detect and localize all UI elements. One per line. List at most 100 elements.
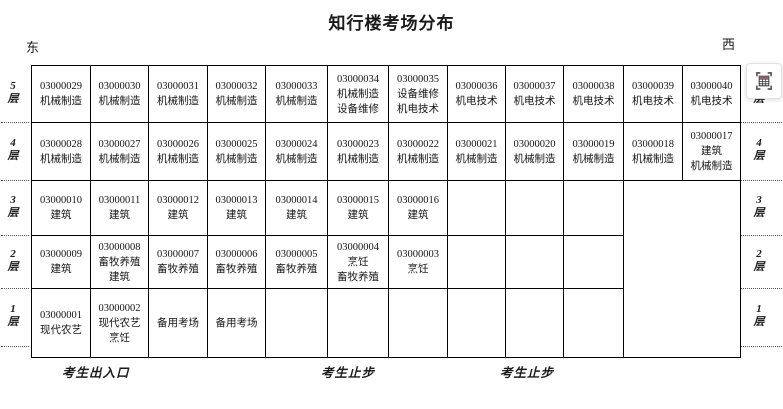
cell-line: 03000040 xyxy=(690,81,733,92)
cell-line: 建筑 xyxy=(109,271,130,283)
floor-strip-separator xyxy=(1,346,29,347)
floor-strip-separator xyxy=(741,122,782,123)
exam-room-cell: 03000018 机械制造 xyxy=(623,122,683,181)
floor-4-row: 03000028 机械制造 03000027 机械制造 03000026 机械制造 0300… xyxy=(31,122,741,181)
cell-line: 03000006 xyxy=(215,249,258,260)
cell-line: 机械制造 xyxy=(690,161,733,172)
cell-line: 机械制造 xyxy=(632,153,674,165)
cell-line: 03000019 xyxy=(572,138,615,150)
cell-line: 建筑 xyxy=(167,210,189,221)
cell-line: 03000034 xyxy=(337,73,379,85)
empty-cell xyxy=(505,235,564,289)
direction-label-west: 西 xyxy=(722,37,736,52)
cell-line: 03000011 xyxy=(98,195,141,206)
cell-line: 机电技术 xyxy=(397,103,439,115)
floor-suffix: 层 xyxy=(753,316,765,328)
cell-line: 设备维修 xyxy=(397,88,439,100)
exam-room-table: 03000029 机械制造 03000030 机械制造 03000031 机械制造 0300… xyxy=(31,65,741,358)
empty-cell xyxy=(327,288,389,358)
cell-line: 机械制造 xyxy=(215,96,258,107)
exam-room-cell: 03000021 机械制造 xyxy=(447,122,506,181)
cell-line: 建筑 xyxy=(226,210,247,221)
floor-1-row: 03000001 现代农艺 03000002 现代农艺 烹饪 备用考场 备用考场 xyxy=(31,288,741,358)
empty-cell xyxy=(563,288,624,358)
cell-line: 03000035 xyxy=(397,73,439,85)
exam-room-cell: 03000011 建筑 xyxy=(90,180,149,236)
floor-number: 1 xyxy=(10,303,16,315)
cell-line: 备用考场 xyxy=(215,317,258,329)
floor-number: 4 xyxy=(756,137,762,149)
exam-room-cell: 03000029 机械制造 xyxy=(31,65,91,123)
cell-line: 03000012 xyxy=(157,195,199,206)
cell-line: 建筑 xyxy=(286,210,307,221)
cell-line: 机电技术 xyxy=(572,96,615,107)
exam-room-cell: 03000036 机电技术 xyxy=(447,65,506,123)
exam-room-cell: 03000038 机电技术 xyxy=(563,65,624,123)
exam-room-cell: 03000004 烹饪 畜牧养殖 xyxy=(327,235,389,289)
exam-room-cell: 03000023 机械制造 xyxy=(327,122,389,181)
empty-cell xyxy=(563,180,624,236)
floor-strip-separator xyxy=(1,235,29,236)
floor-2-row: 03000009 建筑 03000008 畜牧养殖 建筑 03000007 畜牧养殖 0300… xyxy=(31,235,741,289)
cell-line: 03000033 xyxy=(275,81,318,92)
cell-line: 03000038 xyxy=(572,81,615,92)
exam-room-cell: 03000005 畜牧养殖 xyxy=(265,235,328,289)
cell-line: 机械制造 xyxy=(215,153,258,165)
cell-line: 机电技术 xyxy=(455,96,498,107)
empty-cell xyxy=(563,235,624,289)
floor-strip-separator xyxy=(1,288,29,289)
empty-cell xyxy=(388,288,448,358)
exam-room-cell: 03000040 机电技术 xyxy=(682,65,741,123)
entrance-label: 考生出入口 xyxy=(62,366,130,380)
floor-strip-separator xyxy=(741,288,782,289)
floor-suffix: 层 xyxy=(753,206,765,219)
cell-line: 03000020 xyxy=(513,138,556,150)
floor-suffix: 层 xyxy=(753,150,765,162)
cell-line: 机械制造 xyxy=(40,96,82,107)
exam-room-cell: 03000031 机械制造 xyxy=(148,65,208,123)
cell-line: 03000024 xyxy=(275,138,318,150)
exam-room-cell: 备用考场 xyxy=(148,288,208,358)
cell-line: 03000022 xyxy=(397,138,439,150)
cell-line: 畜牧养殖 xyxy=(98,256,141,268)
exam-room-cell: 03000039 机电技术 xyxy=(623,65,683,123)
exam-room-cell: 03000030 机械制造 xyxy=(90,65,149,123)
cell-line: 机械制造 xyxy=(513,153,556,165)
cell-line: 03000016 xyxy=(397,195,439,206)
floor-strip-separator xyxy=(741,346,782,347)
empty-cell xyxy=(505,180,564,236)
cell-line: 03000015 xyxy=(337,195,379,206)
cell-line: 建筑 xyxy=(407,210,429,221)
cell-line: 03000023 xyxy=(337,138,379,150)
cell-line: 烹饪 xyxy=(407,264,429,275)
exam-room-cell: 03000013 建筑 xyxy=(207,180,266,236)
cell-line: 机械制造 xyxy=(572,153,615,165)
exam-room-cell: 03000033 机械制造 xyxy=(265,65,328,123)
cell-line: 机械制造 xyxy=(397,153,439,165)
floor-suffix: 层 xyxy=(753,260,765,273)
cell-line: 03000039 xyxy=(632,81,674,92)
table-capture-button[interactable] xyxy=(746,63,782,99)
cell-line: 03000030 xyxy=(98,81,141,92)
cell-line: 备用考场 xyxy=(157,317,199,329)
cell-line: 03000032 xyxy=(215,81,258,92)
floor-number: 2 xyxy=(10,247,16,260)
exam-room-cell: 03000025 机械制造 xyxy=(207,122,266,181)
stop-label-1: 考生止步 xyxy=(321,366,376,380)
floor-number: 1 xyxy=(756,303,762,315)
cell-line: 机械制造 xyxy=(455,153,498,165)
cell-line: 03000028 xyxy=(40,138,82,150)
cell-line: 03000017 xyxy=(690,131,733,142)
cell-line: 03000026 xyxy=(157,138,199,150)
page-title: 知行楼考场分布 xyxy=(328,14,455,33)
floor-strip-separator xyxy=(741,180,782,181)
cell-line: 烹饪 xyxy=(109,332,130,344)
stop-label-2: 考生止步 xyxy=(500,366,555,380)
cell-line: 建筑 xyxy=(701,146,722,157)
exam-room-cell: 03000017 建筑机械制造 xyxy=(682,122,741,181)
cell-line: 建筑 xyxy=(50,210,72,221)
cell-line: 建筑 xyxy=(50,264,72,275)
